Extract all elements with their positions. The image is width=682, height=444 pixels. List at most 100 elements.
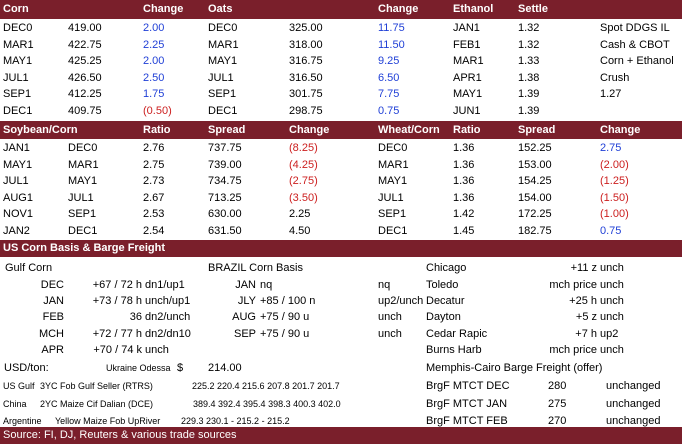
wheat-corn-spread: 182.75 (518, 225, 552, 237)
soy-contract: JAN1 (3, 142, 30, 154)
interior-location: Decatur (426, 295, 465, 307)
wheat-contract: MAR1 (378, 158, 409, 171)
col-ratio: Ratio (143, 124, 171, 136)
fob-values: 389.4 392.4 395.4 398.3 400.3 402.0 (193, 399, 341, 409)
brazil-change: unch (378, 328, 402, 340)
interior-change: unch (600, 311, 624, 323)
gulf-month: DEC (40, 279, 64, 291)
ethanol-settle: 1.33 (518, 55, 540, 68)
soy-contract: NOV1 (3, 208, 33, 221)
wheat-contract: SEP1 (378, 208, 407, 221)
col-spread-wheat: Spread (518, 124, 556, 136)
fob-description: 3YC Fob Gulf Seller (RTRS) (40, 381, 153, 391)
col-change-oats: Change (378, 3, 419, 15)
wheat-corn-ratio: 1.42 (453, 208, 475, 221)
barge-contract: BrgF MTCT DEC (426, 380, 510, 392)
wheat-corn-spread: 154.00 (518, 191, 552, 204)
brazil-month: JAN (235, 279, 256, 291)
interior-location: Cedar Rapic (426, 328, 488, 340)
interior-basis: mch price (549, 344, 597, 356)
ethanol-contract: JUN1 (453, 105, 481, 117)
barge-change: unchanged (606, 415, 661, 427)
odessa-dollar: $ (177, 362, 184, 374)
wheat-corn-ratio: 1.36 (453, 158, 475, 171)
corn-price: 409.75 (68, 105, 102, 117)
col-corn: Corn (3, 3, 29, 15)
usd-ton-label: USD/ton: (4, 362, 49, 374)
header-band-basis: US Corn Basis & Barge Freight (0, 240, 682, 257)
oats-change: 0.75 (378, 105, 400, 117)
gulf-basis: +67 / 72 h (92, 279, 142, 291)
oats-contract: MAR1 (208, 38, 239, 51)
oats-change: 11.75 (378, 22, 405, 34)
soy-corn-change: (8.25) (289, 142, 318, 154)
wheat-contract: DEC1 (378, 225, 408, 237)
soy-corn-change: (4.25) (289, 158, 318, 171)
oats-contract: DEC1 (208, 105, 238, 117)
col-change-soy: Change (289, 124, 330, 136)
ethanol-contract: MAY1 (453, 88, 483, 101)
footer-band: Source: FI, DJ, Reuters & various trade … (0, 427, 682, 444)
gulf-change: unch (145, 344, 169, 356)
corn-price: 426.50 (68, 71, 102, 84)
oats-price: 298.75 (289, 105, 323, 117)
oats-change: 11.50 (378, 38, 405, 51)
fob-origin: Argentine (3, 416, 42, 426)
ethanol-note: 1.27 (600, 88, 622, 101)
interior-location: Chicago (426, 262, 467, 274)
soy-corn-ratio: 2.53 (143, 208, 165, 221)
interior-basis: +7 h (575, 328, 597, 340)
ethanol-contract: MAR1 (453, 55, 484, 68)
soy-corn-change: 4.50 (289, 225, 311, 237)
gulf-basis: +72 / 77 h (92, 328, 142, 340)
brazil-change: up2/unch (378, 295, 424, 307)
col-ethanol: Ethanol (453, 3, 494, 15)
header-band-corn-oats-ethanol: Corn Change Oats Change Ethanol Settle (0, 0, 682, 19)
ethanol-settle: 1.39 (518, 105, 540, 117)
col-spread: Spread (208, 124, 246, 136)
col-wheat-corn: Wheat/Corn (378, 124, 440, 136)
wheat-corn-ratio: 1.45 (453, 225, 475, 237)
soy-corn-ratio: 2.73 (143, 175, 165, 188)
oats-contract: MAY1 (208, 55, 238, 68)
wheat-contract: DEC0 (378, 142, 408, 154)
wheat-corn-change: (2.00) (600, 158, 629, 171)
brazil-basis: +75 / 90 u (260, 311, 310, 323)
gulf-corn-title: Gulf Corn (5, 262, 53, 274)
col-settle: Settle (518, 3, 548, 15)
wheat-corn-change: 2.75 (600, 142, 622, 154)
wheat-corn-spread: 172.25 (518, 208, 552, 221)
brazil-basis: nq (260, 279, 273, 291)
barge-change: unchanged (606, 398, 661, 410)
corn-contract: JUL1 (3, 71, 29, 84)
soy-corn-spread: 737.75 (208, 142, 242, 154)
wheat-corn-ratio: 1.36 (453, 142, 475, 154)
source-text: Source: FI, DJ, Reuters & various trade … (3, 429, 237, 441)
fob-description: Yellow Maize Fob UpRiver (55, 416, 161, 426)
interior-change: unch (600, 262, 624, 274)
oats-price: 325.00 (289, 22, 323, 34)
barge-contract: BrgF MTCT FEB (426, 415, 508, 427)
wheat-corn-spread: 154.25 (518, 175, 552, 188)
barge-title: Memphis-Cairo Barge Freight (offer) (426, 362, 603, 374)
soy-corn-spread: 713.25 (208, 191, 242, 204)
header-band-ratios: Soybean/Corn Ratio Spread Change Wheat/C… (0, 121, 682, 139)
brazil-basis: +75 / 90 u (260, 328, 310, 340)
interior-location: Burns Harb (426, 344, 482, 356)
brazil-change: unch (378, 311, 402, 323)
ethanol-contract: FEB1 (453, 38, 481, 51)
brazil-basis-title: BRAZIL Corn Basis (208, 262, 303, 274)
col-change-wheat: Change (600, 124, 641, 136)
ethanol-note: Cash & CBOT (600, 38, 670, 51)
interior-basis: +5 z (575, 311, 597, 323)
soy-corn-spread: 739.00 (208, 158, 242, 171)
gulf-basis: +73 / 78 h (92, 295, 142, 307)
soy-corn-ratio: 2.67 (143, 191, 165, 204)
corn-change: 2.00 (143, 22, 165, 34)
corn-price: 412.25 (68, 88, 102, 101)
brazil-month: SEP (233, 328, 256, 340)
wheat-corn-change: (1.00) (600, 208, 629, 221)
gulf-change: dn2/unch (145, 311, 191, 323)
gulf-basis: +70 / 74 k (93, 344, 142, 356)
interior-change: unch (600, 295, 624, 307)
